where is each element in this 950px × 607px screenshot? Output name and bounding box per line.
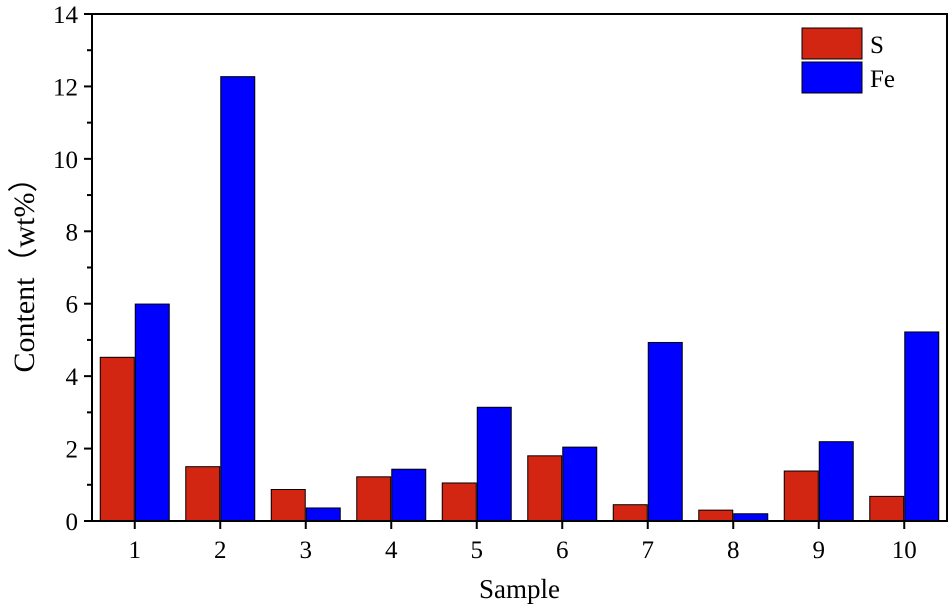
legend-swatch-s	[801, 27, 863, 60]
bar-s-sample-8	[698, 509, 734, 522]
x-axis-ticks: 1 2 3 4 5 6 7 8 9 10	[129, 521, 917, 564]
x-tick-label: 4	[385, 537, 398, 564]
y-tick-label: 10	[53, 147, 78, 174]
y-tick-label: 14	[53, 2, 79, 29]
bar-fe-sample-3	[305, 507, 341, 522]
bar-fe-sample-9	[818, 441, 854, 522]
legend: S Fe	[801, 27, 895, 94]
bar-fe-sample-7	[647, 341, 683, 522]
plot-area-frame	[91, 13, 948, 522]
x-tick-label: 2	[214, 537, 227, 564]
legend-swatch-fe	[801, 61, 863, 94]
bar-fe-sample-8	[733, 513, 769, 522]
x-tick-label: 9	[813, 537, 826, 564]
bar-s-sample-2	[185, 466, 221, 522]
bar-fe-sample-2	[220, 76, 256, 522]
x-tick-label: 8	[727, 537, 740, 564]
x-tick-label: 7	[642, 537, 655, 564]
bar-s-sample-1	[99, 356, 135, 522]
bars-group	[99, 76, 940, 522]
x-tick-label: 3	[300, 537, 313, 564]
y-tick-label: 2	[66, 437, 79, 464]
y-tick-label: 6	[66, 292, 79, 319]
y-tick-label: 0	[66, 509, 79, 536]
x-tick-label: 1	[129, 537, 142, 564]
bar-s-sample-9	[783, 470, 819, 522]
y-tick-label: 12	[53, 74, 78, 101]
y-tick-label: 4	[66, 364, 79, 391]
x-tick-label: 6	[556, 537, 569, 564]
legend-label-fe: Fe	[870, 66, 895, 93]
bar-fe-sample-5	[476, 406, 512, 522]
bar-fe-sample-6	[562, 446, 598, 522]
bar-s-sample-3	[270, 488, 306, 522]
legend-label-s: S	[870, 32, 884, 59]
bar-s-sample-4	[356, 476, 392, 522]
bar-fe-sample-1	[134, 303, 170, 522]
bar-s-sample-6	[527, 455, 563, 522]
bar-fe-sample-10	[904, 331, 940, 522]
y-axis-ticks: 0 2 4 6 8 10 12 14	[53, 2, 92, 536]
y-axis-label: Content（wt%）	[8, 163, 41, 373]
x-tick-label: 5	[471, 537, 484, 564]
bar-s-sample-7	[612, 504, 648, 522]
bar-s-sample-5	[441, 482, 477, 522]
y-tick-label: 8	[66, 219, 79, 246]
x-axis-label: Sample	[479, 574, 560, 604]
bar-s-sample-10	[869, 495, 905, 522]
x-tick-label: 10	[892, 537, 917, 564]
bar-fe-sample-4	[391, 468, 427, 522]
